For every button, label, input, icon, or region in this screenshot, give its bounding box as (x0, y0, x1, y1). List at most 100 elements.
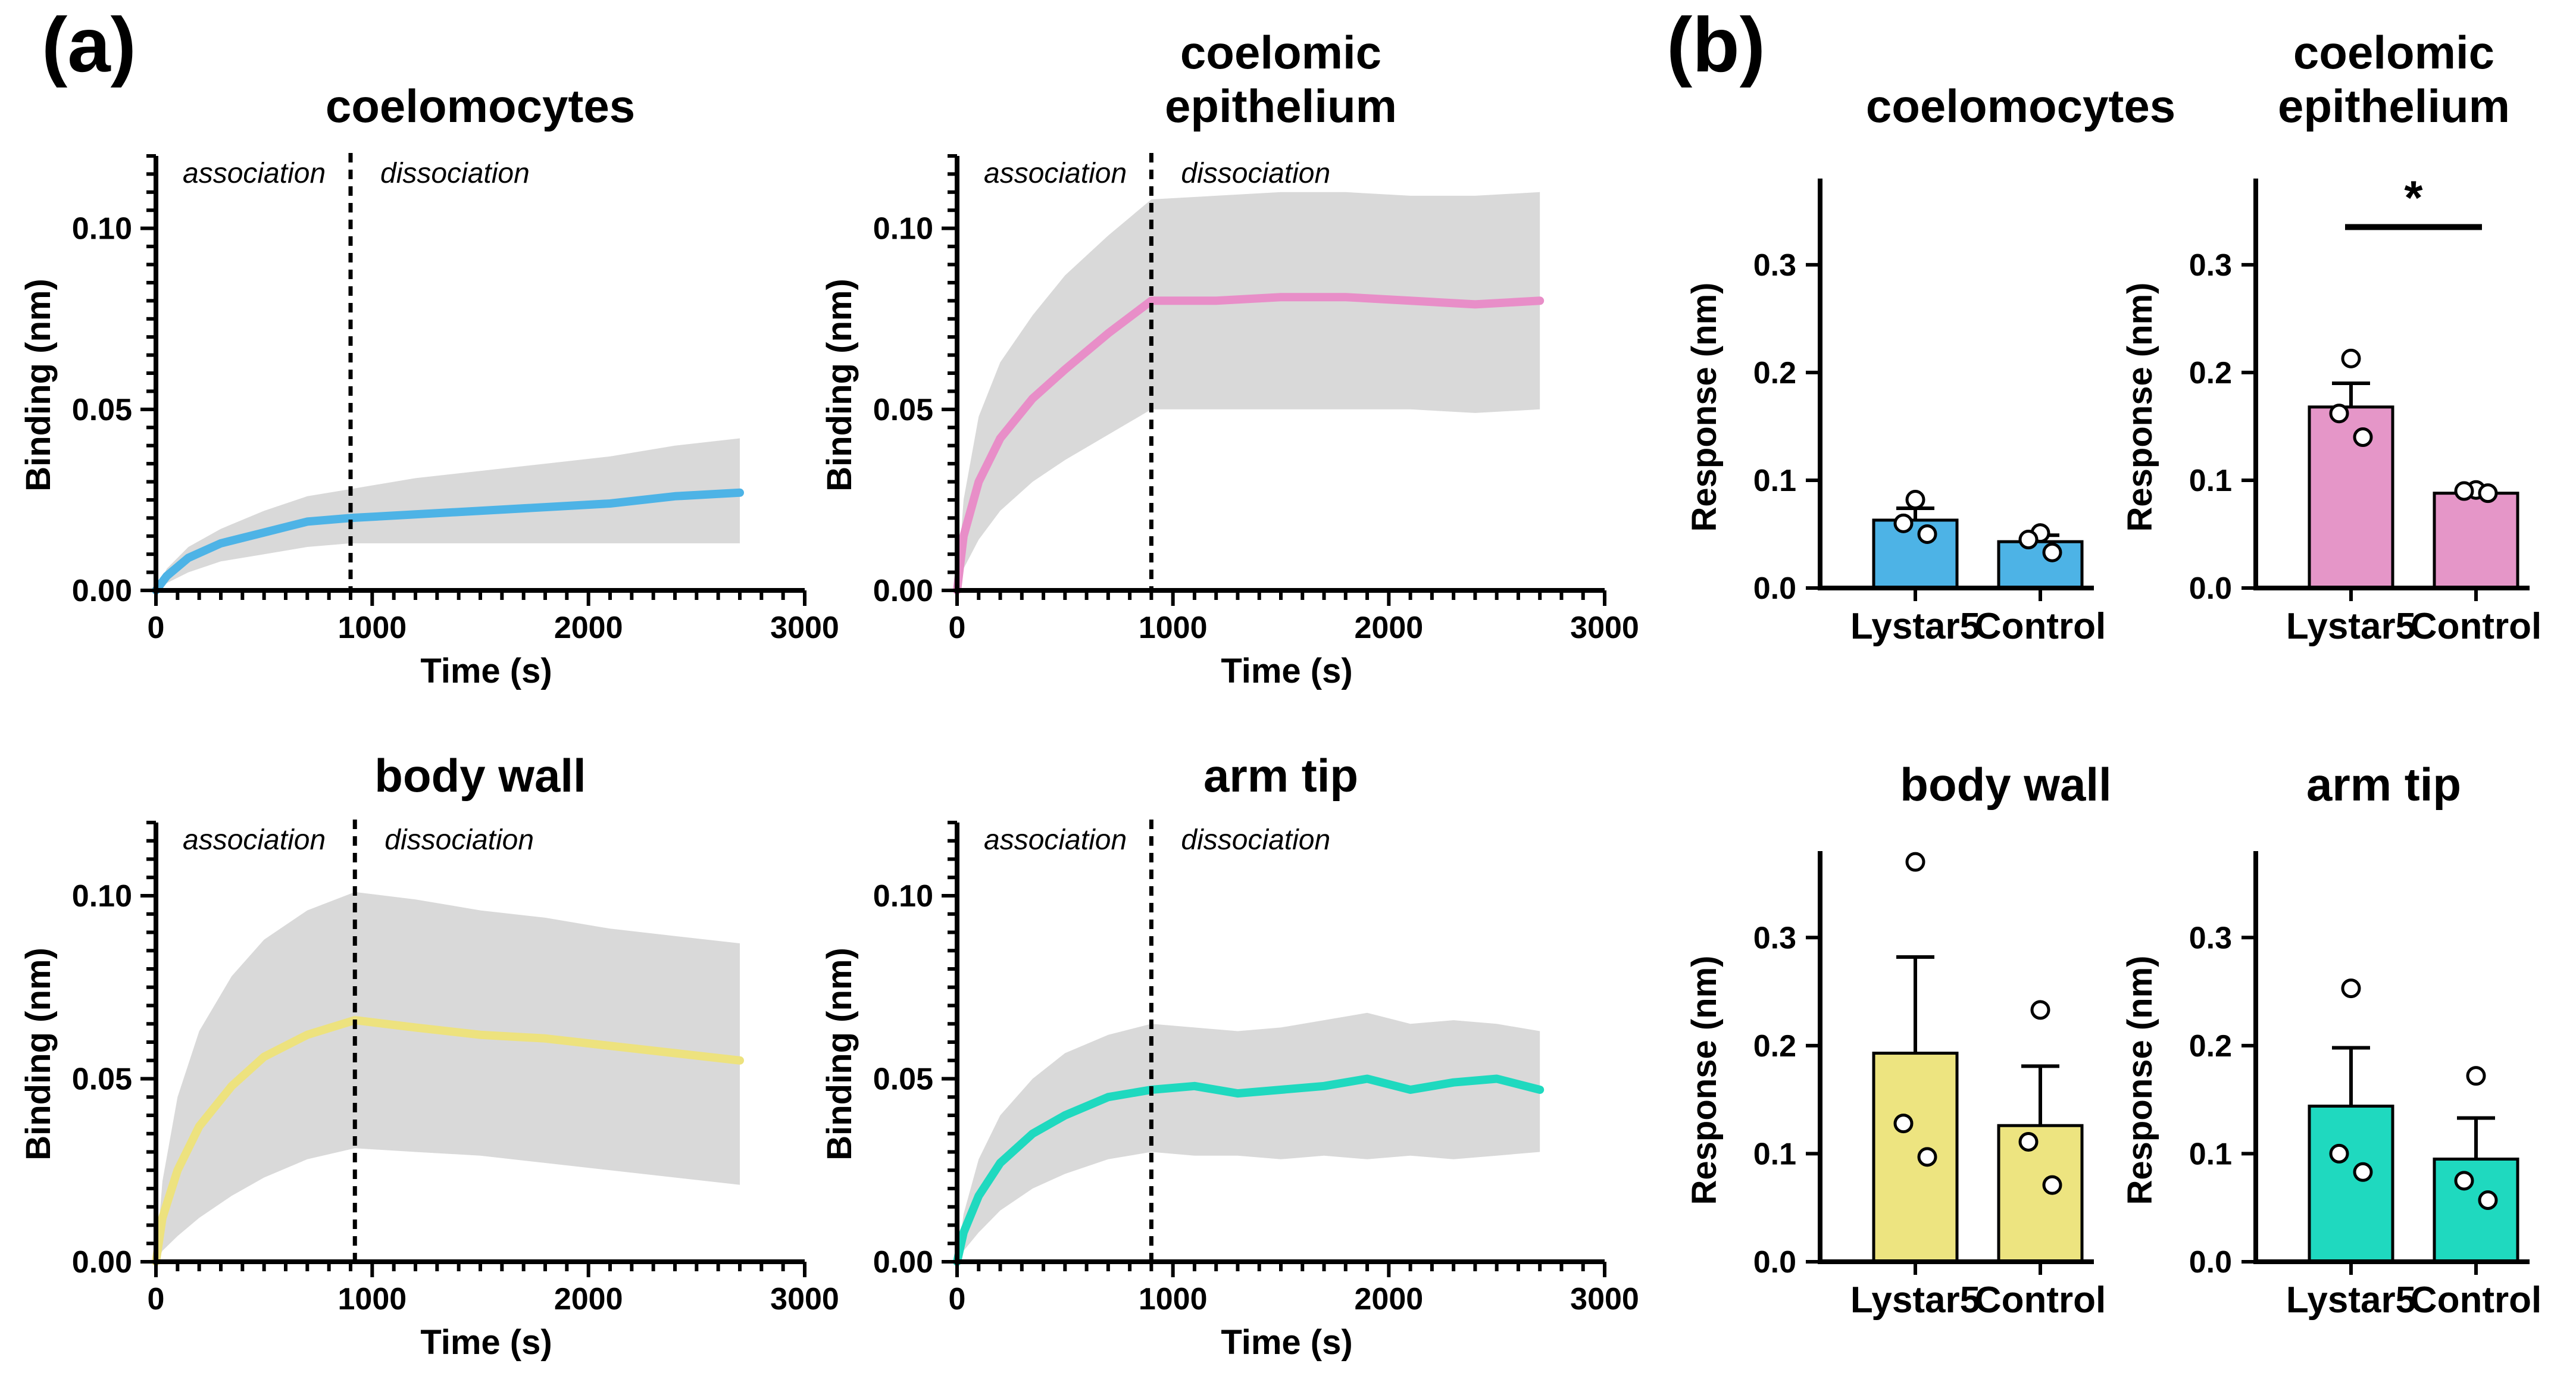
x-tick-label: 0 (148, 1282, 165, 1317)
y-tick-label: 0.05 (72, 1062, 132, 1097)
y-tick-label: 0.2 (2189, 356, 2232, 390)
annotation-association: association (183, 824, 326, 856)
y-tick-label: 0.0 (2189, 1245, 2232, 1280)
data-point (2018, 530, 2039, 550)
annotation-dissociation: dissociation (1181, 824, 1330, 856)
chart-title: coelomic (2293, 26, 2494, 79)
chart-title: coelomocytes (326, 80, 635, 132)
mean-line (953, 1074, 1545, 1266)
chart-kin-arm-tip: arm tip association dissociation 0 1000 2000 3… (820, 749, 1639, 1362)
panel-label-b: (b) (1667, 1, 1765, 88)
data-point (2018, 1131, 2039, 1152)
y-tick-label: 0.10 (72, 212, 132, 246)
bar-lystar5 (2308, 405, 2394, 590)
y-tick-label: 0.1 (1753, 1137, 1796, 1171)
data-point (2341, 978, 2361, 999)
data-point (2353, 427, 2373, 448)
chart-title: body wall (374, 749, 586, 802)
y-tick-label: 0.3 (1753, 921, 1796, 955)
error-band (156, 892, 740, 1262)
annotation-dissociation: dissociation (384, 824, 534, 856)
annotation-association: association (984, 824, 1127, 856)
y-tick-label: 0.05 (72, 393, 132, 427)
category-label: Control (1975, 606, 2106, 647)
significance-star: * (2404, 171, 2423, 224)
data-point (2454, 481, 2474, 501)
mean-line (152, 488, 744, 595)
y-axis-label: Response (nm) (2121, 283, 2159, 532)
chart-title: coelomic (1180, 26, 1381, 79)
y-tick-label: 0.0 (1753, 571, 1796, 606)
y-tick-label: 0.3 (2189, 248, 2232, 283)
category-label: Lystar5 (1850, 1280, 1980, 1321)
data-point (2341, 348, 2361, 368)
y-tick-label: 0.0 (1753, 1245, 1796, 1280)
y-axis-label: Response (nm) (1685, 283, 1724, 532)
y-tick-label: 0.00 (873, 1245, 933, 1280)
category-label: Control (2411, 606, 2541, 647)
y-axis-label: Binding (nm) (820, 279, 859, 492)
data-point (1905, 490, 1925, 510)
y-axis-label: Response (nm) (1685, 956, 1724, 1205)
category-label: Control (2411, 1280, 2541, 1321)
x-tick-label: 3000 (1570, 611, 1639, 645)
y-tick-label: 0.3 (2189, 921, 2232, 955)
error-band (957, 192, 1540, 590)
x-tick-label: 1000 (1139, 1282, 1208, 1317)
data-point (1917, 1147, 1937, 1167)
y-tick-label: 0.1 (2189, 464, 2232, 498)
category-label: Lystar5 (1850, 606, 1980, 647)
mean-line (152, 1016, 744, 1266)
x-tick-label: 0 (949, 1282, 966, 1317)
annotation-dissociation: dissociation (380, 158, 530, 189)
x-tick-label: 2000 (1354, 611, 1423, 645)
x-tick-label: 0 (949, 611, 966, 645)
chart-title: arm tip (2306, 758, 2461, 811)
x-axis-label: Time (s) (1221, 1323, 1352, 1362)
x-tick-label: 3000 (1570, 1282, 1639, 1317)
data-point (2042, 542, 2062, 562)
y-tick-label: 0.10 (873, 879, 933, 914)
data-point (2042, 1175, 2062, 1195)
annotation-dissociation: dissociation (1181, 158, 1330, 189)
bar-lystar5 (1872, 1052, 1959, 1264)
data-point (1893, 1114, 1914, 1134)
y-tick-label: 0.10 (72, 879, 132, 914)
chart-kin-body-wall: body wall association dissociation 0 1000 200… (19, 749, 839, 1362)
data-point (2329, 404, 2349, 424)
data-point (2454, 1171, 2474, 1191)
x-tick-label: 2000 (1354, 1282, 1423, 1317)
y-tick-label: 0.2 (1753, 1029, 1796, 1064)
y-axis-label: Binding (nm) (19, 279, 58, 492)
error-band (957, 1012, 1540, 1262)
x-axis-label: Time (s) (420, 1323, 552, 1362)
x-tick-label: 2000 (554, 1282, 623, 1317)
data-point (2329, 1143, 2349, 1164)
x-axis-label: Time (s) (1221, 652, 1352, 690)
mean-line (953, 293, 1545, 595)
data-point (1893, 513, 1914, 533)
category-label: Control (1975, 1280, 2106, 1321)
y-tick-label: 0.10 (873, 212, 933, 246)
x-tick-label: 2000 (554, 611, 623, 645)
y-tick-label: 0.00 (72, 574, 132, 608)
y-tick-label: 0.00 (72, 1245, 132, 1280)
y-tick-label: 0.05 (873, 393, 933, 427)
x-tick-label: 1000 (1139, 611, 1208, 645)
x-tick-label: 1000 (337, 1282, 407, 1317)
y-tick-label: 0.00 (873, 574, 933, 608)
data-point (2030, 1000, 2050, 1020)
x-tick-label: 3000 (770, 1282, 839, 1317)
x-axis-label: Time (s) (420, 652, 552, 690)
bar-control (2433, 1158, 2519, 1264)
data-point (1917, 524, 1937, 544)
data-point (2466, 1066, 2486, 1086)
category-label: Lystar5 (2286, 606, 2416, 647)
bar-lystar5 (2308, 1105, 2394, 1264)
